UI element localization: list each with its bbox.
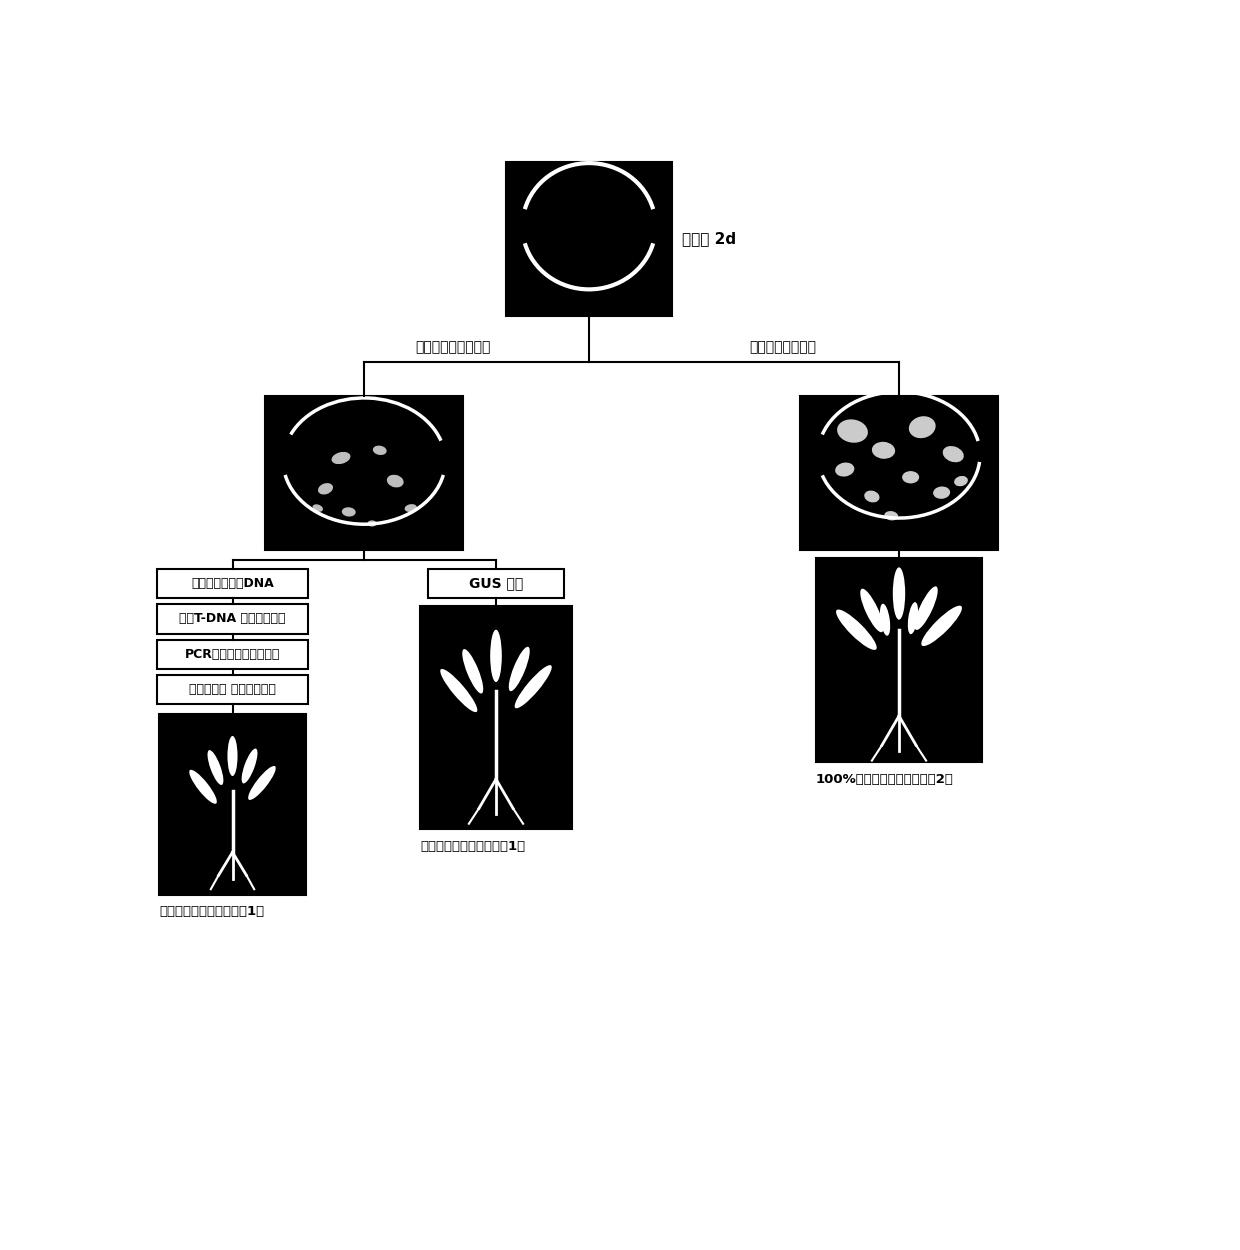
Ellipse shape [312, 504, 322, 511]
Ellipse shape [342, 508, 356, 516]
Ellipse shape [908, 602, 918, 634]
Text: 共培养 2d: 共培养 2d [682, 231, 735, 246]
Ellipse shape [440, 669, 477, 712]
Ellipse shape [884, 511, 898, 520]
Ellipse shape [207, 750, 223, 785]
Ellipse shape [331, 452, 351, 464]
Ellipse shape [835, 462, 854, 476]
Bar [506, 161, 672, 315]
Text: 凝胶电泳， 条带有无判断: 凝胶电泳， 条带有无判断 [188, 684, 277, 696]
Ellipse shape [248, 766, 275, 800]
Ellipse shape [242, 749, 258, 784]
Ellipse shape [515, 665, 552, 709]
Text: PCR条件优化及特异扩增: PCR条件优化及特异扩增 [185, 648, 280, 661]
Bar [159, 714, 306, 895]
Ellipse shape [836, 610, 877, 650]
Text: GUS 染色: GUS 染色 [469, 576, 523, 590]
Text: 再生培养不加筛选压: 再生培养不加筛选压 [415, 340, 491, 354]
Text: 非转基因突变体（实施例1）: 非转基因突变体（实施例1） [420, 840, 526, 852]
Ellipse shape [921, 606, 962, 646]
Bar [420, 606, 572, 829]
Bar [157, 569, 308, 599]
Ellipse shape [903, 471, 919, 484]
Ellipse shape [934, 486, 950, 499]
Bar [800, 396, 998, 550]
Ellipse shape [190, 770, 217, 804]
Ellipse shape [880, 604, 890, 636]
Text: 非转基因突变体（对比例1）: 非转基因突变体（对比例1） [159, 905, 264, 919]
Ellipse shape [317, 482, 334, 495]
Ellipse shape [864, 490, 879, 502]
Ellipse shape [861, 589, 883, 632]
Ellipse shape [872, 441, 895, 459]
Ellipse shape [942, 446, 963, 462]
Bar [816, 558, 982, 762]
Ellipse shape [909, 416, 936, 439]
Ellipse shape [373, 445, 387, 455]
Text: 100%转基因突变体（对比例2）: 100%转基因突变体（对比例2） [816, 772, 954, 786]
Bar [265, 396, 463, 550]
Text: 再生培养加筛选压: 再生培养加筛选压 [749, 340, 816, 354]
Ellipse shape [227, 736, 238, 776]
Ellipse shape [915, 586, 937, 630]
Ellipse shape [954, 476, 968, 486]
Bar [428, 569, 564, 599]
Ellipse shape [490, 630, 502, 682]
Bar [157, 640, 308, 669]
Text: 根据T-DNA 设计特异引物: 根据T-DNA 设计特异引物 [180, 612, 285, 625]
Ellipse shape [404, 504, 417, 512]
Ellipse shape [463, 649, 484, 694]
Bar [157, 675, 308, 705]
Ellipse shape [837, 419, 868, 442]
Ellipse shape [387, 475, 404, 488]
Ellipse shape [893, 568, 905, 620]
Ellipse shape [508, 646, 529, 691]
Ellipse shape [367, 520, 377, 526]
Text: 提取突变体单株DNA: 提取突变体单株DNA [191, 578, 274, 590]
Bar [157, 604, 308, 634]
